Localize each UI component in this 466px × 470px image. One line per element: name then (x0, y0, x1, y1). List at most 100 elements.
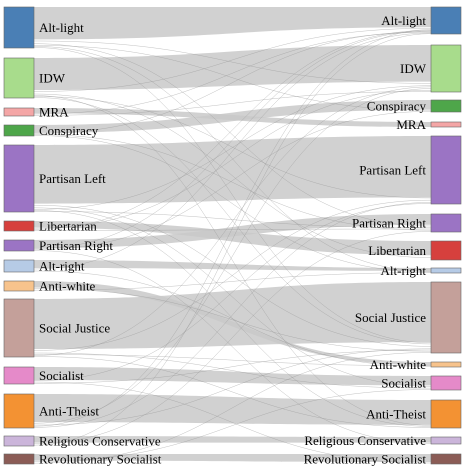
left-node-socialist: Socialist (3, 366, 84, 385)
flow-mra-to-idw (33, 91, 432, 116)
flow-socialist-to-revolutionary-socialist (33, 381, 432, 464)
right-node-label-social-justice: Social Justice (355, 310, 426, 325)
flow-anti-white-to-social-justice (33, 288, 432, 352)
flow-social-justice-to-socialist (33, 352, 432, 389)
left-node-bar-partisan-left (3, 144, 35, 213)
flow-alt-light-to-alt-right (33, 46, 432, 272)
left-node-label-revolutionary-socialist: Revolutionary Socialist (39, 452, 162, 467)
left-node-label-mra: MRA (39, 105, 69, 120)
flow-religious-conservative-to-alt-light (33, 33, 432, 446)
flow-libertarian-to-partisan-right (33, 228, 432, 231)
right-node-bar-partisan-left (430, 135, 462, 205)
flow-alt-light-to-conspiracy (33, 45, 432, 111)
right-node-label-religious-conservative: Religious Conservative (304, 433, 426, 448)
right-node-label-conspiracy: Conspiracy (367, 99, 427, 114)
right-node-bar-alt-right (430, 267, 462, 274)
left-node-revolutionary-socialist: Revolutionary Socialist (3, 452, 162, 467)
flow-anti-white-to-anti-white (34, 281, 431, 366)
right-node-bar-anti-white (430, 361, 462, 368)
flow-partisan-left-to-partisan-left (34, 136, 431, 204)
right-node-label-libertarian: Libertarian (368, 243, 426, 258)
flow-alt-light-to-alt-light (34, 7, 431, 40)
flow-idw-to-libertarian (33, 93, 432, 258)
right-node-bar-partisan-right (430, 213, 462, 233)
left-node-bar-revolutionary-socialist (3, 453, 35, 465)
right-node-bar-revolutionary-socialist (430, 453, 462, 465)
right-node-socialist: Socialist (381, 376, 462, 391)
flow-idw-to-partisan-left (33, 96, 432, 199)
flow-religious-conservative-to-religious-conservative (34, 436, 431, 443)
flow-partisan-left-to-socialist (33, 207, 432, 387)
flow-socialist-to-partisan-left (33, 203, 432, 381)
flow-social-justice-to-idw (33, 86, 432, 356)
flow-idw-to-idw (34, 45, 431, 90)
flow-alt-light-to-social-justice (33, 47, 432, 344)
left-node-label-social-justice: Social Justice (39, 321, 110, 336)
flow-idw-to-alt-light (33, 28, 432, 92)
flow-socialist-to-socialist (34, 367, 431, 386)
right-node-label-mra: MRA (396, 117, 426, 132)
flow-alt-right-to-alt-right (34, 260, 431, 271)
right-node-conspiracy: Conspiracy (367, 99, 462, 114)
flow-anti-theist-to-idw (33, 88, 432, 424)
right-node-bar-anti-theist (430, 399, 462, 429)
left-node-bar-socialist (3, 366, 35, 385)
right-node-bar-religious-conservative (430, 436, 462, 445)
flow-idw-to-social-justice (33, 97, 432, 345)
right-node-libertarian: Libertarian (368, 240, 462, 261)
flow-partisan-right-to-conspiracy (33, 111, 432, 250)
flow-anti-theist-to-alt-light (33, 29, 432, 427)
flow-anti-theist-to-partisan-left (33, 202, 432, 428)
left-node-bar-alt-light (3, 6, 35, 49)
left-node-social-justice: Social Justice (3, 298, 110, 358)
left-node-bar-libertarian (3, 220, 35, 232)
right-node-label-anti-white: Anti-white (370, 357, 427, 372)
left-node-conspiracy: Conspiracy (3, 123, 99, 138)
right-node-bar-social-justice (430, 281, 462, 354)
right-node-label-socialist: Socialist (381, 376, 426, 391)
flow-conspiracy-to-alt-light (33, 31, 432, 134)
flow-revolutionary-socialist-to-social-justice (33, 352, 432, 464)
flow-anti-white-to-alt-right (33, 272, 432, 291)
left-node-anti-theist: Anti-Theist (3, 393, 99, 429)
flow-conspiracy-to-partisan-right (33, 134, 432, 231)
flow-anti-theist-to-social-justice (33, 348, 432, 426)
left-node-bar-religious-conservative (3, 435, 35, 447)
flow-partisan-left-to-partisan-right (33, 211, 432, 229)
right-node-bar-alt-light (430, 6, 462, 35)
right-node-label-alt-light: Alt-light (381, 13, 426, 28)
right-node-idw: IDW (400, 44, 462, 93)
left-node-religious-conservative: Religious Conservative (3, 434, 161, 449)
right-node-alt-light: Alt-light (381, 6, 462, 35)
right-node-label-partisan-left: Partisan Left (359, 163, 426, 178)
flows-layer (33, 7, 432, 464)
left-node-partisan-left: Partisan Left (3, 144, 106, 213)
flow-partisan-left-to-social-justice (33, 204, 432, 347)
left-node-label-partisan-right: Partisan Right (39, 238, 113, 253)
left-node-libertarian: Libertarian (3, 219, 97, 234)
right-node-label-partisan-right: Partisan Right (352, 216, 426, 231)
right-node-religious-conservative: Religious Conservative (304, 433, 462, 448)
flow-alt-light-to-idw (33, 40, 432, 84)
flow-religious-conservative-to-partisan-right (33, 231, 432, 444)
right-node-bar-conspiracy (430, 99, 462, 113)
left-node-label-partisan-left: Partisan Left (39, 171, 106, 186)
right-node-anti-white: Anti-white (370, 357, 462, 372)
flow-partisan-left-to-idw (33, 85, 432, 210)
flow-libertarian-to-libertarian (34, 221, 431, 256)
flow-social-justice-to-social-justice (34, 282, 431, 349)
left-node-bar-idw (3, 57, 35, 99)
flow-social-justice-to-anti-white (33, 354, 432, 366)
left-node-mra: MRA (3, 105, 69, 120)
flow-alt-right-to-anti-white (33, 270, 432, 367)
right-node-alt-right: Alt-right (381, 263, 462, 278)
right-node-revolutionary-socialist: Revolutionary Socialist (304, 452, 462, 467)
left-node-bar-anti-white (3, 280, 35, 292)
left-node-bar-anti-theist (3, 393, 35, 429)
left-node-bar-social-justice (3, 298, 35, 358)
right-node-bar-libertarian (430, 240, 462, 261)
flow-libertarian-to-idw (33, 90, 432, 229)
left-node-label-anti-theist: Anti-Theist (39, 404, 99, 419)
flow-partisan-left-to-anti-theist (33, 210, 432, 427)
